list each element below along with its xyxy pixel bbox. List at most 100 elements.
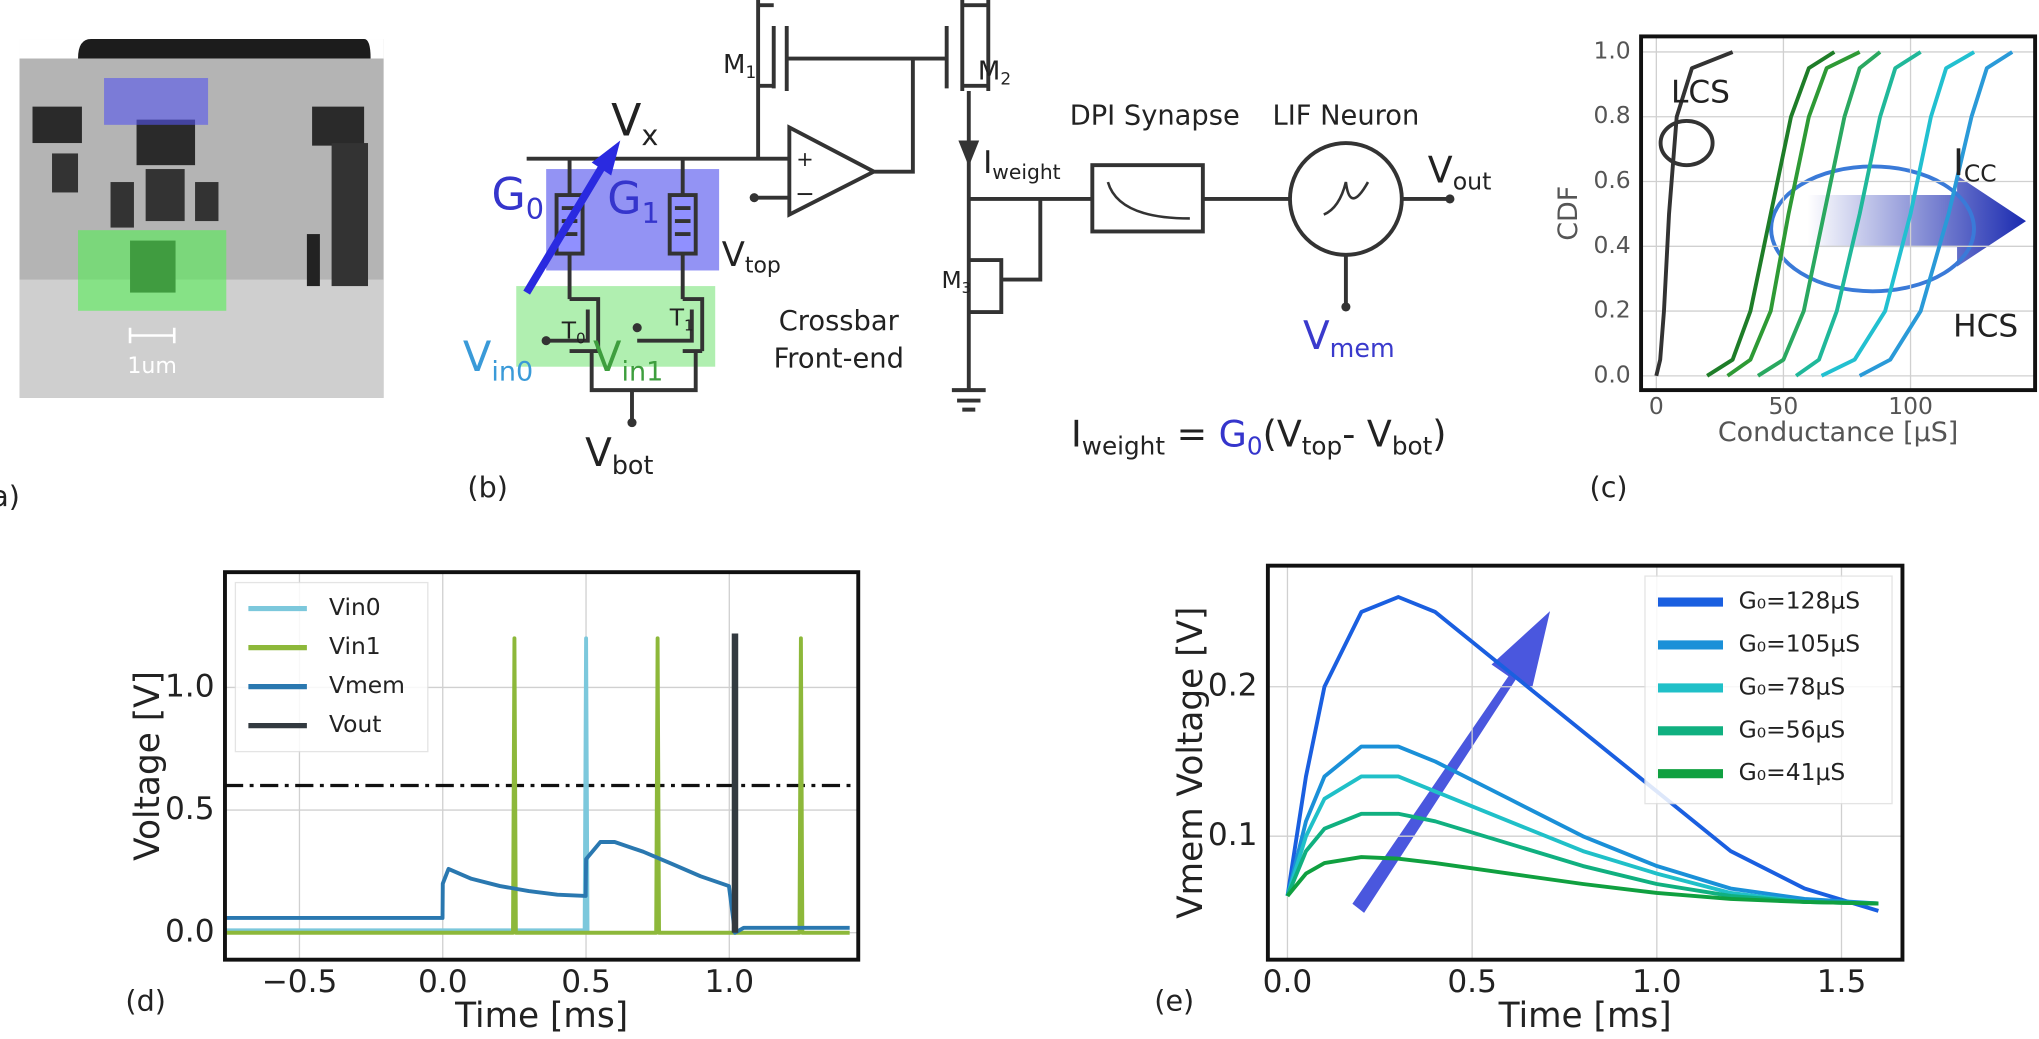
label-sub: x xyxy=(641,118,658,152)
y-axis-label: Vmem Voltage [V] xyxy=(1171,607,1211,919)
label-sub: 2 xyxy=(1000,68,1011,88)
y-tick-label: 0.4 xyxy=(1593,231,1630,259)
panel-label: (b) xyxy=(467,470,507,504)
x-tick-label: 0.5 xyxy=(1447,964,1497,1000)
legend-label: Vmem xyxy=(329,671,405,699)
x-tick-label: 0 xyxy=(1649,392,1664,420)
equation-part: (V xyxy=(1263,412,1302,455)
x-tick-label: 100 xyxy=(1888,392,1933,420)
label-sub: 3 xyxy=(962,278,972,296)
series-line xyxy=(1794,50,1922,378)
legend-label: G₀=78μS xyxy=(1739,672,1846,700)
series-line xyxy=(224,840,850,935)
equation-part: 0 xyxy=(1247,431,1263,460)
equation-part: bot xyxy=(1392,431,1433,460)
label-sub: in1 xyxy=(621,356,663,387)
x-axis-label: Time [ms] xyxy=(1498,996,1672,1036)
trend-arrow xyxy=(1352,611,1551,913)
label-base: V xyxy=(722,235,745,274)
y-axis-label: CDF xyxy=(1553,186,1584,241)
y-tick-label: 0.2 xyxy=(1593,296,1630,324)
x-axis-label: Time [ms] xyxy=(454,996,628,1036)
equation-part: G xyxy=(1219,412,1247,455)
circuit-label: M2 xyxy=(978,56,1011,88)
circuit-label: M3 xyxy=(941,265,971,296)
circuit-text: DPI Synapse xyxy=(1070,101,1240,132)
label-sub: in0 xyxy=(491,356,533,387)
panel-label: (d) xyxy=(125,984,165,1018)
label-sub: 1 xyxy=(642,196,660,230)
label-base: M xyxy=(723,50,745,80)
series-line xyxy=(1654,50,1734,377)
y-tick-label: 0.0 xyxy=(165,914,215,950)
label-base: G xyxy=(492,170,526,221)
series-line xyxy=(1285,744,1879,906)
label-sub: out xyxy=(1453,167,1492,195)
micrograph: 1um xyxy=(19,39,384,398)
panel-label: (c) xyxy=(1590,470,1628,504)
series-line xyxy=(1726,50,1861,378)
annotation: LCS xyxy=(1671,75,1730,111)
x-tick-label: 1.0 xyxy=(1632,964,1682,1000)
circuit-text: Crossbar xyxy=(779,306,900,337)
equation: Iweight = G0(Vtop- Vbot) xyxy=(1071,412,1446,460)
label-base: V xyxy=(1303,314,1330,359)
series-line xyxy=(1706,50,1836,378)
equation-part: weight xyxy=(1082,431,1166,460)
circuit-label: M1 xyxy=(723,50,756,82)
legend-label: Vin1 xyxy=(329,632,381,660)
label-base: M xyxy=(941,265,961,293)
y-axis-label: Voltage [V] xyxy=(128,671,168,861)
legend-label: Vout xyxy=(329,710,382,738)
annotation-sub: CC xyxy=(1964,159,1997,187)
series-line xyxy=(1285,595,1879,913)
y-tick-label: 0.0 xyxy=(1593,360,1630,388)
label-base: T xyxy=(561,316,577,344)
label-base: V xyxy=(463,332,492,381)
label-base: M xyxy=(978,56,1000,86)
series-line xyxy=(224,636,850,935)
label-sub: top xyxy=(745,253,781,278)
circuit-label: Vout xyxy=(1428,148,1492,195)
circuit-label: Vin0 xyxy=(463,332,533,387)
x-tick-label: 0.0 xyxy=(1263,964,1313,1000)
label-sub: bot xyxy=(612,450,654,480)
circuit-text: LIF Neuron xyxy=(1273,101,1420,132)
circuit-label: G0 xyxy=(492,170,545,226)
series-line xyxy=(1285,774,1879,906)
y-tick-label: 0.8 xyxy=(1593,101,1630,129)
label-base: V xyxy=(611,96,641,147)
x-tick-label: 1.5 xyxy=(1817,964,1867,1000)
equation-part: I xyxy=(1071,412,1082,455)
label-base: G xyxy=(607,174,641,225)
legend-label: Vin0 xyxy=(329,593,381,621)
x-tick-label: 50 xyxy=(1769,392,1799,420)
x-tick-label: 0.0 xyxy=(418,964,468,1000)
x-tick-label: 1.0 xyxy=(704,964,754,1000)
label-base: V xyxy=(593,332,622,381)
series-line xyxy=(1286,855,1879,906)
panel-label: (a) xyxy=(0,479,20,513)
svg-text:+: + xyxy=(796,147,813,171)
circuit-label: Vbot xyxy=(585,431,653,480)
circuit-label: Vmem xyxy=(1303,314,1395,363)
y-tick-label: 0.6 xyxy=(1593,166,1630,194)
label-sub: 1 xyxy=(684,316,694,334)
circuit-label: Vin1 xyxy=(593,332,663,387)
x-tick-label: 0.5 xyxy=(561,964,611,1000)
circuit-label: G1 xyxy=(607,174,660,230)
annotation: ICC xyxy=(1953,140,1996,186)
annotation-base: I xyxy=(1953,140,1964,183)
circuit-label: Vx xyxy=(611,96,658,152)
equation-part: top xyxy=(1302,431,1342,460)
series-line xyxy=(1756,50,1882,378)
circuit: +− xyxy=(516,0,1455,428)
label-base: I xyxy=(983,145,992,181)
series-line xyxy=(1858,50,2014,378)
equation-part: - V xyxy=(1342,412,1392,455)
label-sub: weight xyxy=(992,160,1060,184)
y-tick-label: 0.2 xyxy=(1208,668,1258,704)
label-base: V xyxy=(585,431,612,476)
label-sub: 1 xyxy=(745,62,756,82)
y-tick-label: 1.0 xyxy=(1593,36,1630,64)
